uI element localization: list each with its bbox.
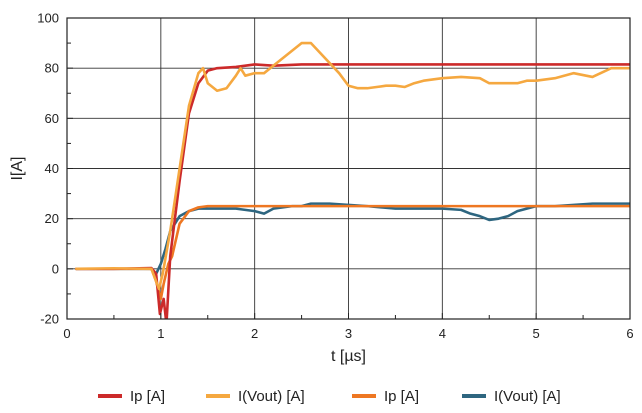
- y-tick-label: 0: [52, 261, 59, 276]
- series-line-ip-1: [75, 63, 630, 319]
- x-tick-label: 1: [157, 326, 164, 341]
- x-axis-title: t [µs]: [331, 348, 366, 365]
- x-tick-label: 4: [439, 326, 446, 341]
- x-tick-label: 6: [626, 326, 633, 341]
- grid-lines: [67, 18, 630, 319]
- legend-item-ivout-1: I(Vout) [A]: [206, 388, 305, 405]
- y-axis-title: I[A]: [9, 156, 26, 180]
- legend-item-ip-2: Ip [A]: [352, 388, 419, 405]
- legend-label: I(Vout) [A]: [494, 388, 561, 405]
- y-tick-label: 20: [45, 211, 59, 226]
- axis-ticks: 0 1 2 3 4 5 6 -20 0 20 40 60 80 100: [37, 11, 633, 342]
- x-tick-label: 0: [63, 326, 70, 341]
- series-line-ivout-2: [75, 202, 630, 276]
- series-line-ivout-1: [75, 41, 630, 291]
- y-tick-label: 80: [45, 61, 59, 76]
- legend-item-ip-1: Ip [A]: [98, 388, 165, 405]
- legend-label: Ip [A]: [384, 388, 419, 405]
- y-tick-label: 60: [45, 111, 59, 126]
- y-tick-label: 100: [37, 11, 59, 26]
- x-tick-label: 3: [345, 326, 352, 341]
- legend: Ip [A] I(Vout) [A] Ip [A] I(Vout) [A]: [98, 388, 561, 405]
- legend-label: I(Vout) [A]: [238, 388, 305, 405]
- legend-label: Ip [A]: [130, 388, 165, 405]
- y-tick-label: 40: [45, 161, 59, 176]
- legend-item-ivout-2: I(Vout) [A]: [462, 388, 561, 405]
- x-tick-label: 2: [251, 326, 258, 341]
- y-tick-label: -20: [40, 312, 59, 327]
- x-tick-label: 5: [533, 326, 540, 341]
- series-lines: [75, 41, 630, 319]
